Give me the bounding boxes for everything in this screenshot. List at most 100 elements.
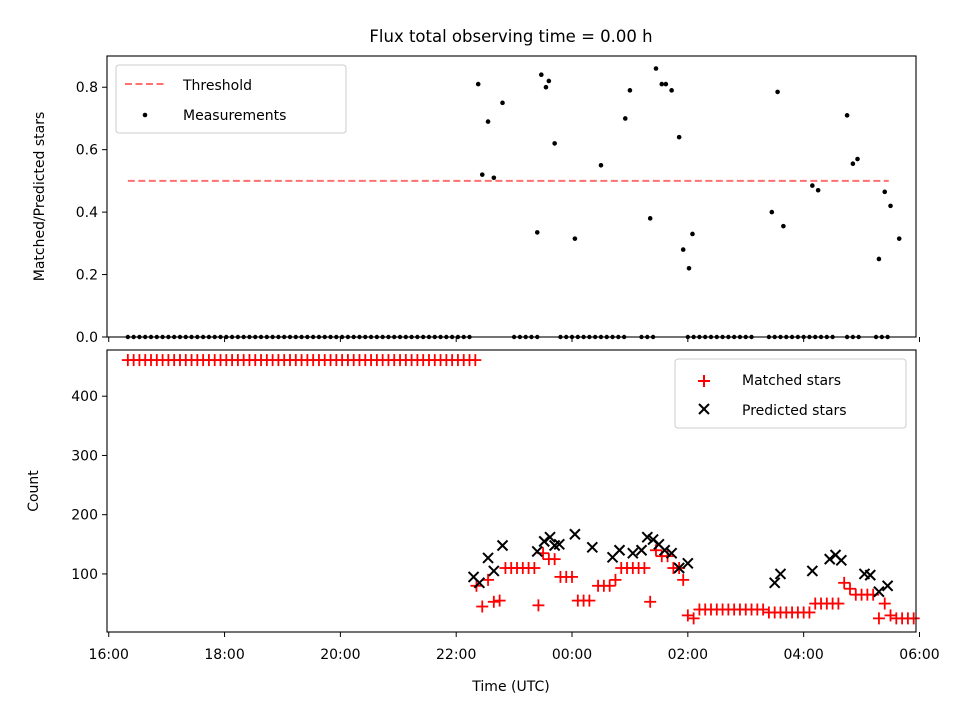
y-tick-label: 200 (71, 508, 98, 524)
matched-point (609, 573, 622, 586)
y-tick-label: 100 (71, 567, 98, 583)
measurement-point (810, 183, 815, 188)
measurement-point (876, 256, 882, 262)
predicted-point (496, 539, 509, 552)
predicted-point (538, 535, 550, 548)
measurement-point (491, 175, 497, 181)
x-tick-label: 16:00 (89, 647, 129, 663)
x-tick-label: 22:00 (436, 647, 476, 663)
measurement-point (598, 162, 604, 168)
predicted-point (665, 547, 678, 559)
matched-point (681, 609, 694, 622)
y-tick-label: 0.0 (76, 330, 98, 346)
measurement-point (627, 88, 633, 93)
predicted-point (682, 557, 694, 569)
y-tick-label: 0.2 (76, 268, 98, 284)
legend-matched-label: Matched stars (742, 373, 841, 389)
measurement-point (896, 236, 902, 241)
measurement-point (850, 161, 856, 167)
predicted-point (613, 544, 626, 556)
measurement-point (475, 81, 481, 87)
measurement-point (659, 81, 665, 87)
matched-point (528, 562, 541, 575)
legend-box (115, 64, 347, 134)
measurement-point (479, 172, 485, 177)
bottom-panel-x-axis: 16:00 18:00 20:00 22:00 00:00 02:00 04:00 06:00 (89, 632, 940, 663)
predicted-point (482, 552, 494, 564)
matched-point (884, 609, 897, 622)
top-panel-frame (106, 55, 917, 338)
matched-point (843, 582, 856, 595)
y-tick-label: 300 (71, 448, 98, 464)
legend-predicted-swatch (698, 403, 710, 415)
legend-measurements-label: Measurements (183, 108, 286, 124)
legend-predicted-label: Predicted stars (742, 403, 847, 419)
predicted-point (473, 577, 486, 589)
predicted-point (824, 553, 836, 565)
predicted-point (627, 547, 639, 559)
matched-point (638, 562, 651, 575)
legend-box (674, 358, 907, 429)
matched-point (603, 579, 616, 592)
matched-point (644, 595, 657, 608)
predicted-point (768, 577, 781, 589)
bottom-panel-y-axis: 100 200 300 400 (71, 389, 107, 583)
predicted-point (531, 545, 543, 558)
measurement-point (855, 156, 860, 162)
measurement-point (882, 189, 888, 195)
measurement-point (622, 116, 628, 121)
matched-point (677, 573, 690, 586)
y-tick-label: 400 (71, 389, 98, 405)
predicted-point (586, 541, 598, 553)
matched-point (487, 595, 500, 608)
matched-point (469, 354, 482, 367)
measurement-point (500, 100, 505, 106)
matched-point (907, 612, 920, 625)
top-panel-y-axis: 0.0 0.2 0.4 0.6 0.8 (76, 80, 107, 346)
legend-threshold-label: Threshold (182, 78, 252, 94)
predicted-point (635, 544, 648, 556)
top-panel-legend: Threshold Measurements (115, 64, 347, 134)
bottom-panel-legend: Matched stars Predicted stars (674, 358, 907, 429)
measurement-point (676, 134, 682, 140)
measurement-point (663, 81, 669, 87)
x-tick-label: 20:00 (320, 647, 360, 663)
matched-point (482, 573, 495, 586)
measurement-point (647, 216, 653, 221)
x-tick-label: 06:00 (899, 647, 939, 663)
legend-matched-swatch (698, 375, 710, 387)
x-tick-label: 02:00 (668, 647, 708, 663)
measurement-point (686, 266, 692, 271)
measurement-point (769, 209, 775, 215)
predicted-point (835, 554, 848, 567)
y-tick-label: 0.8 (76, 80, 98, 96)
measurement-point (815, 187, 821, 193)
predicted-point (774, 568, 787, 580)
chart-title: Flux total observing time = 0.00 h (369, 27, 652, 46)
top-panel-y-axis-label: Matched/Predicted stars (32, 112, 48, 282)
matched-point (548, 553, 561, 566)
predicted-point (873, 586, 885, 598)
legend-measurements-swatch (142, 112, 148, 118)
measurement-point (543, 84, 549, 90)
y-tick-label: 0.4 (76, 205, 98, 221)
predicted-point (569, 528, 581, 540)
measurement-point (534, 230, 540, 235)
y-tick-label: 0.6 (76, 143, 98, 159)
matched-point (838, 576, 851, 589)
matched-point (476, 600, 489, 613)
predicted-point (488, 565, 500, 577)
matched-point (803, 606, 816, 619)
bottom-panel-y-axis-label: Count (26, 470, 42, 512)
bottom-panel-data (121, 354, 920, 625)
measurement-point (546, 78, 552, 84)
measurement-point (888, 203, 893, 209)
x-tick-label: 18:00 (204, 647, 244, 663)
matched-point (583, 594, 596, 607)
matched-point (757, 603, 770, 616)
predicted-point (553, 538, 565, 551)
matched-point (493, 594, 506, 607)
measurement-point (485, 119, 491, 124)
measurement-point (669, 88, 674, 93)
top-panel-x-ticks (108, 337, 920, 342)
